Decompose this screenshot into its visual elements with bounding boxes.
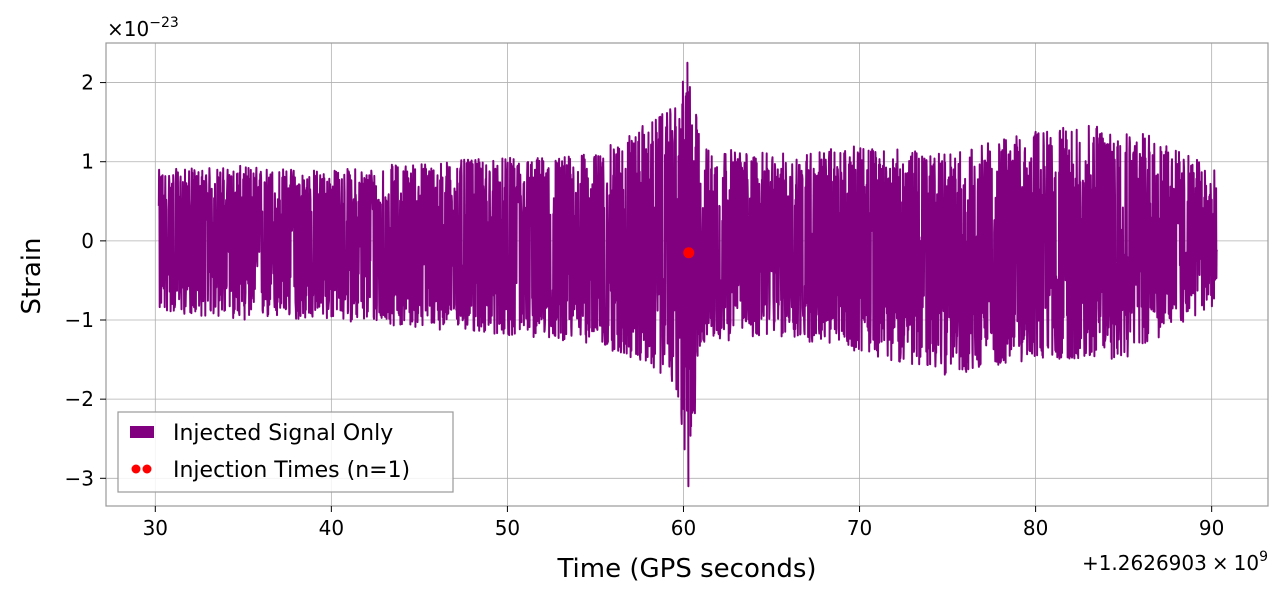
- legend-swatch-signal: [130, 426, 154, 438]
- x-tick-label: 80: [1023, 516, 1048, 540]
- legend-box: [117, 411, 454, 493]
- x-tick-label: 60: [671, 516, 696, 540]
- y-tick-label: 2: [81, 71, 94, 95]
- y-scale-label: ×10−23: [107, 15, 179, 41]
- x-tick-label: 50: [495, 516, 520, 540]
- series-line-injected-signal: [157, 61, 1218, 488]
- y-tick-label: 0: [81, 229, 94, 253]
- y-tick-label: −3: [65, 466, 94, 490]
- plot-frame: [105, 42, 1269, 507]
- legend-marker-injection: [131, 464, 141, 474]
- x-axis-label: Time (GPS seconds): [556, 554, 816, 584]
- injection-markers: [683, 247, 695, 259]
- x-axis-ticks: 30 40 50 60 70 80 90: [143, 506, 1224, 540]
- y-tick-label: −1: [65, 308, 94, 332]
- x-offset-label: +1.2626903 × 109: [1082, 549, 1268, 575]
- legend-label-injection: Injection Times (n=1): [173, 458, 410, 483]
- injection-point: [683, 247, 695, 259]
- x-tick-label: 70: [847, 516, 872, 540]
- y-tick-label: −2: [65, 387, 94, 411]
- legend-label-signal: Injected Signal Only: [173, 421, 393, 446]
- signal-series: [157, 61, 1218, 488]
- y-axis-ticks: 2 1 0 −1 −2 −3: [65, 71, 106, 490]
- x-tick-label: 90: [1199, 516, 1224, 540]
- y-axis-label: Strain: [17, 237, 47, 314]
- x-tick-label: 30: [143, 516, 168, 540]
- legend: Injected Signal Only Injection Times (n=…: [117, 411, 454, 493]
- legend-marker-injection: [142, 464, 152, 474]
- y-tick-label: 1: [81, 150, 94, 174]
- x-tick-label: 40: [319, 516, 344, 540]
